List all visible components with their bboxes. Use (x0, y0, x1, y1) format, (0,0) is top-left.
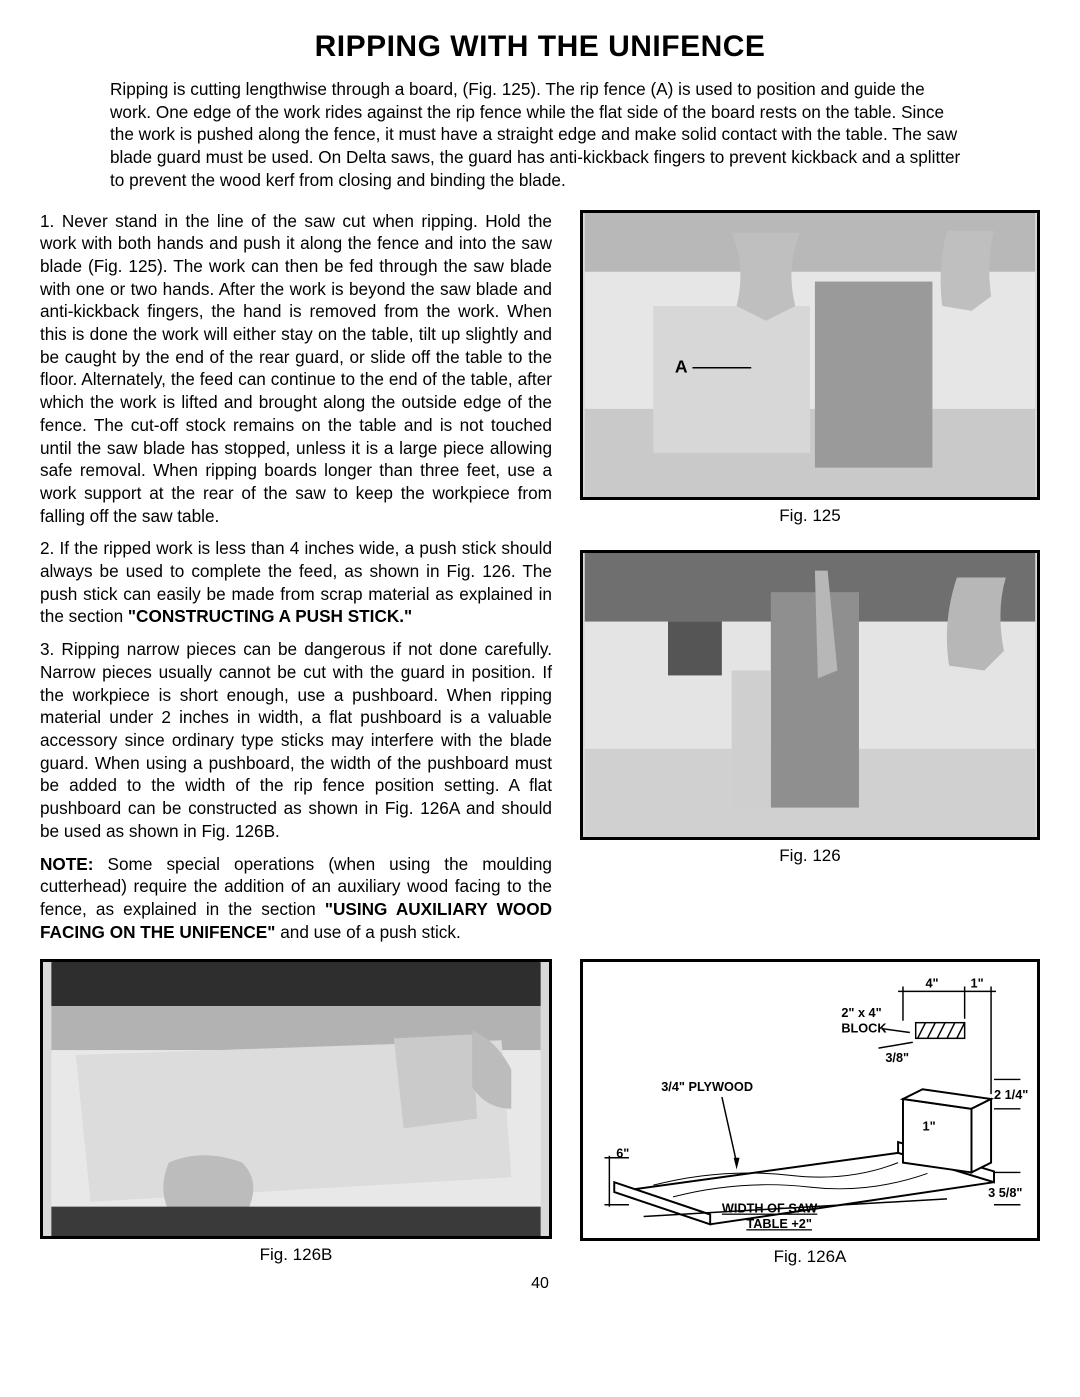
figure-125-image: A (583, 213, 1037, 497)
dim-6: 6" (616, 1146, 629, 1161)
dim-38: 3/8" (885, 1050, 909, 1065)
two-column-layout: 1. Never stand in the line of the saw cu… (40, 210, 1040, 954)
paragraph-3b: NOTE: Some special operations (when usin… (40, 853, 552, 944)
dim-1in: 1" (971, 976, 984, 991)
dim-214: 2 1/4" (994, 1087, 1028, 1102)
figure-126a: 4" 1" 2" x 4" BLOCK 3/8" 3/4" PLYWOOD 2 … (580, 959, 1040, 1241)
note-label: NOTE: (40, 854, 93, 874)
dim-plywood: 3/4" PLYWOOD (661, 1080, 753, 1095)
paragraph-1: 1. Never stand in the line of the saw cu… (40, 210, 552, 528)
bottom-row: Fig. 126B (40, 959, 1040, 1271)
figure-126a-wrap: 4" 1" 2" x 4" BLOCK 3/8" 3/4" PLYWOOD 2 … (580, 959, 1040, 1271)
dim-width: WIDTH OF SAW (722, 1201, 817, 1216)
figure-125: A (580, 210, 1040, 500)
figure-126b-caption: Fig. 126B (40, 1245, 552, 1265)
page-title: RIPPING WITH THE UNIFENCE (40, 30, 1040, 64)
left-column: 1. Never stand in the line of the saw cu… (40, 210, 552, 954)
dim-1b: 1" (923, 1119, 936, 1134)
figure-126b-image (43, 962, 549, 1236)
dim-table: TABLE +2" (746, 1217, 812, 1232)
intro-paragraph: Ripping is cutting lengthwise through a … (110, 78, 970, 192)
page-number: 40 (40, 1275, 1040, 1293)
paragraph-2-bold: "CONSTRUCTING A PUSH STICK." (128, 606, 412, 626)
dim-4in: 4" (925, 976, 938, 991)
dim-358: 3 5/8" (988, 1185, 1022, 1200)
right-column: A Fig. 125 Fig. 126 (580, 210, 1040, 954)
figure-126a-diagram: 4" 1" 2" x 4" BLOCK 3/8" 3/4" PLYWOOD 2 … (583, 962, 1037, 1238)
dim-block1: 2" x 4" (841, 1005, 881, 1020)
figure-126a-caption: Fig. 126A (580, 1247, 1040, 1267)
paragraph-3e: and use of a push stick. (275, 922, 460, 942)
figure-126 (580, 550, 1040, 840)
figure-126b (40, 959, 552, 1239)
paragraph-2: 2. If the ripped work is less than 4 inc… (40, 537, 552, 628)
figure-125-caption: Fig. 125 (580, 506, 1040, 526)
figure-126-caption: Fig. 126 (580, 846, 1040, 866)
label-a: A (675, 356, 688, 376)
paragraph-3a: 3. Ripping narrow pieces can be dangerou… (40, 638, 552, 842)
figure-126-image (583, 553, 1037, 837)
figure-126b-wrap: Fig. 126B (40, 959, 552, 1271)
dim-block2: BLOCK (841, 1021, 887, 1036)
